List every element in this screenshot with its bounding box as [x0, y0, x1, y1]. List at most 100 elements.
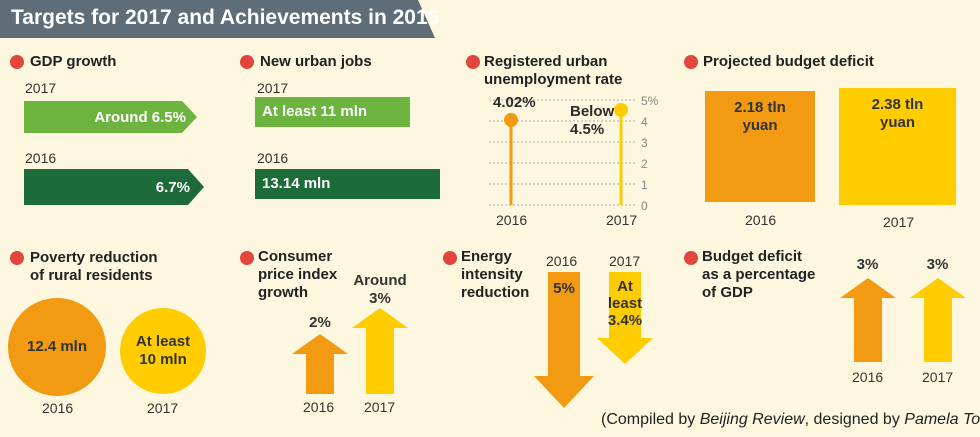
gdp-2017-arrow — [24, 101, 197, 133]
energy-heading-line2: intensity — [461, 266, 523, 283]
jobs-year-2017: 2017 — [257, 80, 289, 96]
poverty-2017-line2: 10 mln — [139, 351, 187, 368]
deficit-heading: Projected budget deficit — [703, 53, 874, 70]
energy-2017-value: At least 3.4% — [596, 278, 654, 329]
jobs-heading: New urban jobs — [260, 53, 372, 70]
poverty-heading-line1: Poverty reduction — [30, 249, 158, 266]
bullet-icon — [466, 55, 480, 69]
jobs-2016-value: 13.14 mln — [262, 175, 331, 192]
bullet-icon — [10, 55, 24, 69]
cpi-2016-up-arrow — [292, 334, 348, 394]
jobs-2017-bar — [255, 97, 410, 127]
deficit-pct-year-2016: 2016 — [852, 369, 884, 385]
deficit-2017-line2: yuan — [879, 114, 915, 131]
energy-2017-down-arrow — [597, 272, 653, 364]
energy-2017-line1: At — [617, 278, 633, 295]
cpi-2017-value: Around 3% — [350, 272, 410, 308]
energy-heading-line1: Energy — [461, 248, 512, 265]
gdp-heading: GDP growth — [30, 53, 117, 70]
deficit-pct-heading-line1: Budget deficit — [702, 248, 802, 265]
poverty-year-2016: 2016 — [42, 400, 74, 416]
unemployment-chart — [489, 99, 637, 206]
poverty-2016-value: 12.4 mln — [26, 338, 88, 355]
axis-tick-label: 2 — [641, 157, 648, 171]
deficit-pct-2016-value: 3% — [856, 256, 879, 273]
energy-2016-down-arrow — [534, 272, 594, 408]
deficit-2017-box — [839, 88, 956, 205]
unemployment-2017-line1: Below — [570, 103, 615, 120]
cpi-year-2017: 2017 — [364, 399, 396, 415]
gdp-2016-value: 6.7% — [155, 179, 190, 196]
page-title: Targets for 2017 and Achievements in 201… — [11, 6, 440, 29]
deficit-2017-value: 2.38 tln yuan — [839, 96, 956, 132]
bullet-icon — [240, 251, 254, 265]
axis-tick-label: 3 — [641, 136, 648, 150]
unemployment-heading-line1: Registered urban — [484, 53, 608, 70]
bullet-icon — [443, 251, 457, 265]
deficit-2016-box — [705, 91, 815, 202]
unemployment-axis: 5% 4 3 2 1 0 — [641, 91, 658, 217]
deficit-pct-heading-line2: as a percentage — [702, 266, 816, 283]
deficit-2016-value: 2.18 tln yuan — [705, 99, 815, 135]
title-banner — [0, 0, 435, 38]
energy-heading-line3: reduction — [461, 284, 530, 301]
deficit-year-2017: 2017 — [883, 214, 915, 230]
deficit-pct-heading: Budget deficit as a percentage of GDP — [702, 248, 815, 302]
axis-tick-label: 0 — [641, 199, 648, 213]
deficit-pct-heading-line3: of GDP — [702, 284, 753, 301]
jobs-year-2016: 2016 — [257, 150, 289, 166]
deficit-pct-2017-value: 3% — [926, 256, 949, 273]
axis-tick-label: 1 — [641, 178, 648, 192]
gdp-2016-arrow — [24, 169, 204, 205]
deficit-pct-2017-up-arrow — [910, 278, 966, 362]
unemployment-2017-line2: 4.5% — [570, 121, 605, 138]
cpi-2016-value: 2% — [309, 314, 331, 331]
energy-2017-line3: 3.4% — [607, 312, 643, 329]
unemployment-year-2017: 2017 — [606, 212, 638, 228]
unemployment-2017-label: Below 4.5% — [570, 103, 614, 139]
cpi-year-2016: 2016 — [303, 399, 335, 415]
deficit-2016-line2: yuan — [742, 117, 778, 134]
credit-middle: , designed by — [804, 411, 905, 428]
gdp-2017-value: Around 6.5% — [94, 109, 186, 126]
gdp-year-2016: 2016 — [25, 150, 57, 166]
poverty-year-2017: 2017 — [147, 400, 179, 416]
deficit-2017-line1: 2.38 tln — [871, 96, 924, 113]
unemployment-2016-value: 4.02% — [493, 94, 536, 111]
bullet-icon — [684, 55, 698, 69]
cpi-heading-line2: price index — [258, 266, 338, 283]
jobs-2017-value: At least 11 mln — [262, 103, 368, 120]
cpi-heading: Consumer price index growth — [258, 248, 337, 302]
poverty-2017-line1: At least — [135, 333, 191, 350]
credit-prefix: (Compiled by — [601, 411, 700, 428]
cpi-2017-up-arrow — [352, 308, 408, 394]
cpi-2017-line2: 3% — [369, 290, 391, 307]
poverty-2017-circle — [120, 308, 206, 394]
energy-2016-value: 5% — [553, 280, 575, 297]
unemployment-heading-line2: unemployment rate — [484, 71, 623, 88]
axis-tick-label: 5% — [641, 94, 659, 108]
bullet-icon — [240, 55, 254, 69]
energy-year-2016: 2016 — [546, 253, 578, 269]
energy-year-2017: 2017 — [609, 253, 641, 269]
jobs-2016-bar — [255, 169, 440, 199]
cpi-heading-line1: Consumer — [258, 248, 333, 265]
unemployment-year-2016: 2016 — [496, 212, 528, 228]
poverty-2016-circle — [8, 298, 106, 396]
energy-2017-line2: least — [607, 295, 643, 312]
cpi-2017-line1: Around — [353, 272, 407, 289]
credit-line: (Compiled by Beijing Review, designed by… — [601, 411, 980, 429]
deficit-pct-2016-up-arrow — [840, 278, 896, 362]
poverty-2017-value: At least 10 mln — [120, 333, 206, 369]
deficit-pct-year-2017: 2017 — [922, 369, 954, 385]
axis-tick-label: 4 — [641, 115, 648, 129]
deficit-year-2016: 2016 — [745, 212, 777, 228]
poverty-heading-line2: of rural residents — [30, 267, 153, 284]
credit-designer: Pamela Tobey — [904, 411, 980, 428]
bullet-icon — [684, 251, 698, 265]
bullet-icon — [10, 251, 24, 265]
credit-publication: Beijing Review — [699, 411, 805, 428]
deficit-2016-line1: 2.18 tln — [734, 99, 786, 116]
gdp-year-2017: 2017 — [25, 80, 57, 96]
cpi-heading-line3: growth — [258, 284, 308, 301]
